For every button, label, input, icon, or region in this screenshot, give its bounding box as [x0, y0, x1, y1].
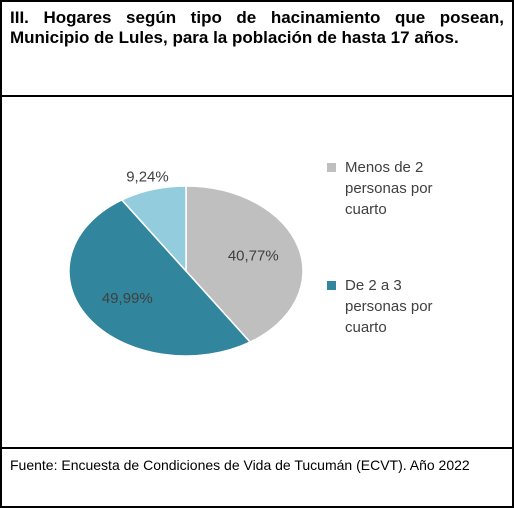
legend-entry: Menos de 2 personas por cuarto [327, 157, 447, 220]
data-label: 9,24% [126, 168, 169, 185]
legend-swatch [327, 163, 336, 172]
legend-label: Menos de 2 personas por cuarto [345, 159, 433, 218]
legend-swatch [327, 281, 336, 290]
data-label: 49,99% [102, 290, 153, 307]
pie-area: 40,77% 49,99% 9,24% [68, 168, 304, 357]
data-label: 40,77% [228, 247, 279, 264]
legend-label: De 2 a 3 personas por cuarto [345, 277, 433, 336]
pie-slice [68, 199, 252, 357]
legend-entry: De 2 a 3 personas por cuarto [327, 275, 447, 338]
source: Fuente: Encuesta de Condiciones de Vida … [10, 457, 470, 473]
pie-slice [120, 185, 187, 273]
chart-title: III. Hogares según tipo de hacinamiento … [2, 2, 512, 97]
chart: 40,77% 49,99% 9,24% Menos de 2 personas po… [2, 97, 512, 449]
